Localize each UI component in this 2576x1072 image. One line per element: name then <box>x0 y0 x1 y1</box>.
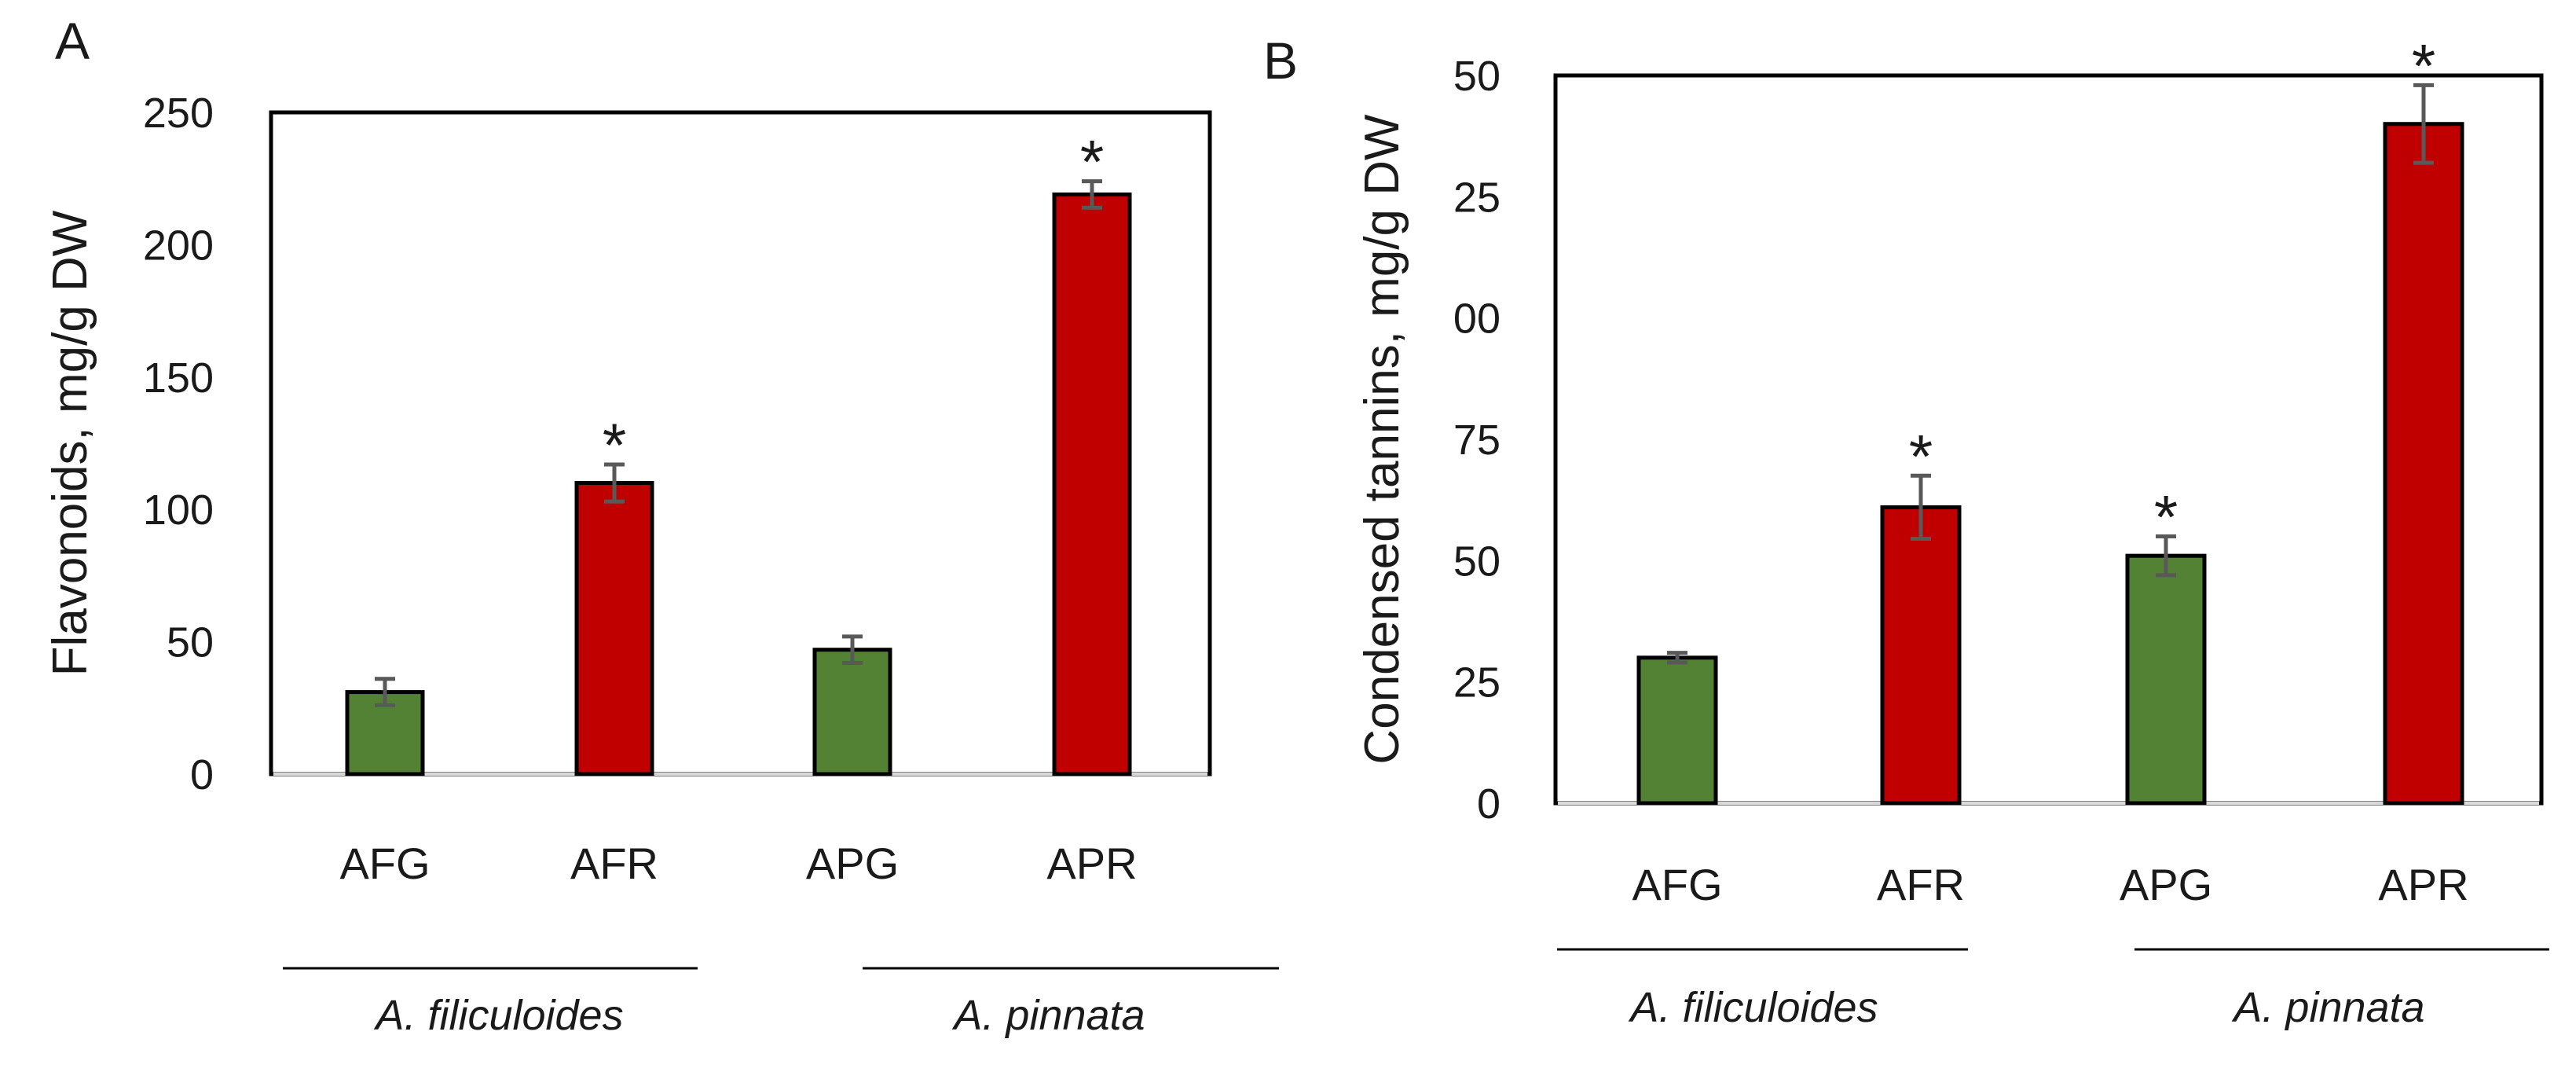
y-tick-label: 250 <box>143 90 214 137</box>
significance-marker: * <box>1909 421 1933 490</box>
panel-a-chart: A 0 50 100 150 200 250 Flavonoids, mg/g DW AFG * A… <box>43 12 1279 1039</box>
panel-b-chart: B 0 25 50 75 00 25 50 Condensed tannins, mg/g DW… <box>1263 31 2549 1031</box>
y-tick-label: 00 <box>1453 296 1501 343</box>
group-label: A. pinnata <box>951 992 1145 1039</box>
y-tick-label: 0 <box>1477 780 1501 828</box>
significance-marker: * <box>1080 127 1104 196</box>
y-tick-label: 25 <box>1453 174 1501 221</box>
y-tick-label: 50 <box>1453 53 1501 100</box>
error-bar-apr <box>1082 179 1102 210</box>
y-tick-label: 75 <box>1453 417 1501 464</box>
y-tick-label: 0 <box>190 751 214 798</box>
group-label: A. pinnata <box>2231 984 2424 1031</box>
x-category-label: APG <box>806 839 899 888</box>
x-category-label: APG <box>2120 860 2212 909</box>
y-tick-label: 50 <box>167 619 214 666</box>
y-tick-label: 150 <box>143 354 214 402</box>
bar-afr <box>1880 505 1962 806</box>
bar-apr <box>1052 192 1132 776</box>
error-bar-apg <box>2156 534 2176 578</box>
x-category-label: AFG <box>1632 860 1722 909</box>
bar-apg <box>812 648 892 776</box>
bar-apr <box>2383 122 2464 806</box>
error-bar-afg <box>1667 651 1687 665</box>
y-tick-label: 200 <box>143 222 214 269</box>
error-bar-apr <box>2413 83 2434 165</box>
significance-marker: * <box>2412 31 2435 100</box>
x-category-label: APR <box>2378 860 2468 909</box>
y-axis-label: Flavonoids, mg/g DW <box>43 210 97 676</box>
x-category-label: AFR <box>570 839 658 888</box>
x-category-label: APR <box>1046 839 1137 888</box>
bar-afg <box>1636 655 1718 806</box>
significance-marker: * <box>2154 482 2178 551</box>
x-category-label: AFG <box>339 839 430 888</box>
y-axis-label: Condensed tannins, mg/g DW <box>1355 114 1409 765</box>
bar-afr <box>574 481 654 776</box>
panel-label: B <box>1263 31 1298 90</box>
error-bar-apg <box>842 634 863 666</box>
y-tick-label: 100 <box>143 486 214 534</box>
error-bar-afr <box>1911 473 1931 542</box>
error-bar-afr <box>604 462 625 504</box>
group-label: A. filiculoides <box>373 992 623 1039</box>
error-bar-afg <box>375 677 395 707</box>
bar-apg <box>2125 553 2207 806</box>
y-tick-label: 25 <box>1453 659 1501 707</box>
panel-label: A <box>55 12 90 70</box>
x-category-label: AFR <box>1877 860 1965 909</box>
group-label: A. filiculoides <box>1628 984 1878 1031</box>
significance-marker: * <box>603 410 626 479</box>
y-tick-label: 50 <box>1453 538 1501 585</box>
